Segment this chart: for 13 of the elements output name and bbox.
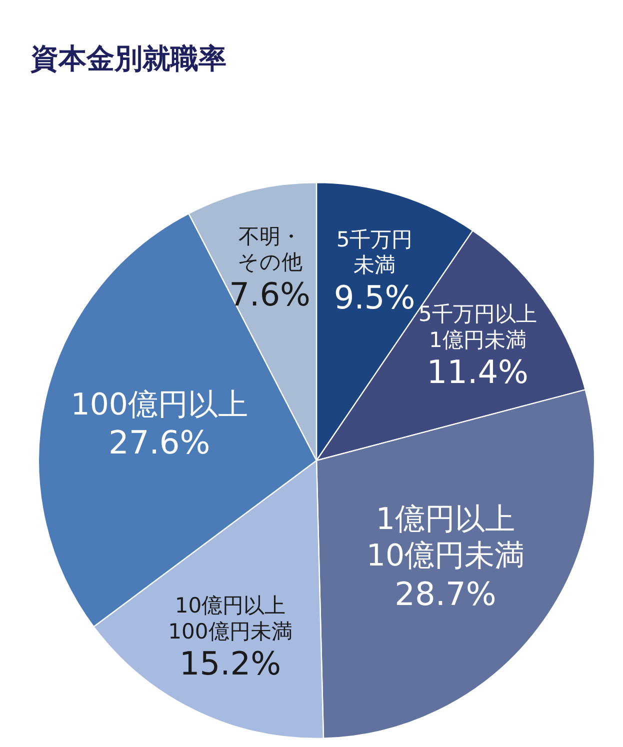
data-label: 28.7% [394, 574, 496, 613]
slice-label: 5千万円未満 [336, 228, 413, 278]
data-label: 7.6% [229, 275, 310, 314]
slice-label: 1億円以上10億円未満 [366, 502, 525, 574]
data-label: 27.6% [108, 424, 210, 462]
slice-label: 5千万円以上1億円未満 [418, 302, 537, 352]
chart-title: 資本金別就職率 [30, 42, 226, 75]
slice-label: 10億円以上100億円未満 [168, 594, 292, 644]
data-label: 15.2% [179, 644, 282, 683]
slice-label: 100億円以上 [70, 387, 248, 422]
slice-label: 不明・その他 [237, 224, 302, 274]
data-label: 9.5% [334, 278, 416, 316]
data-label: 11.4% [426, 353, 528, 392]
